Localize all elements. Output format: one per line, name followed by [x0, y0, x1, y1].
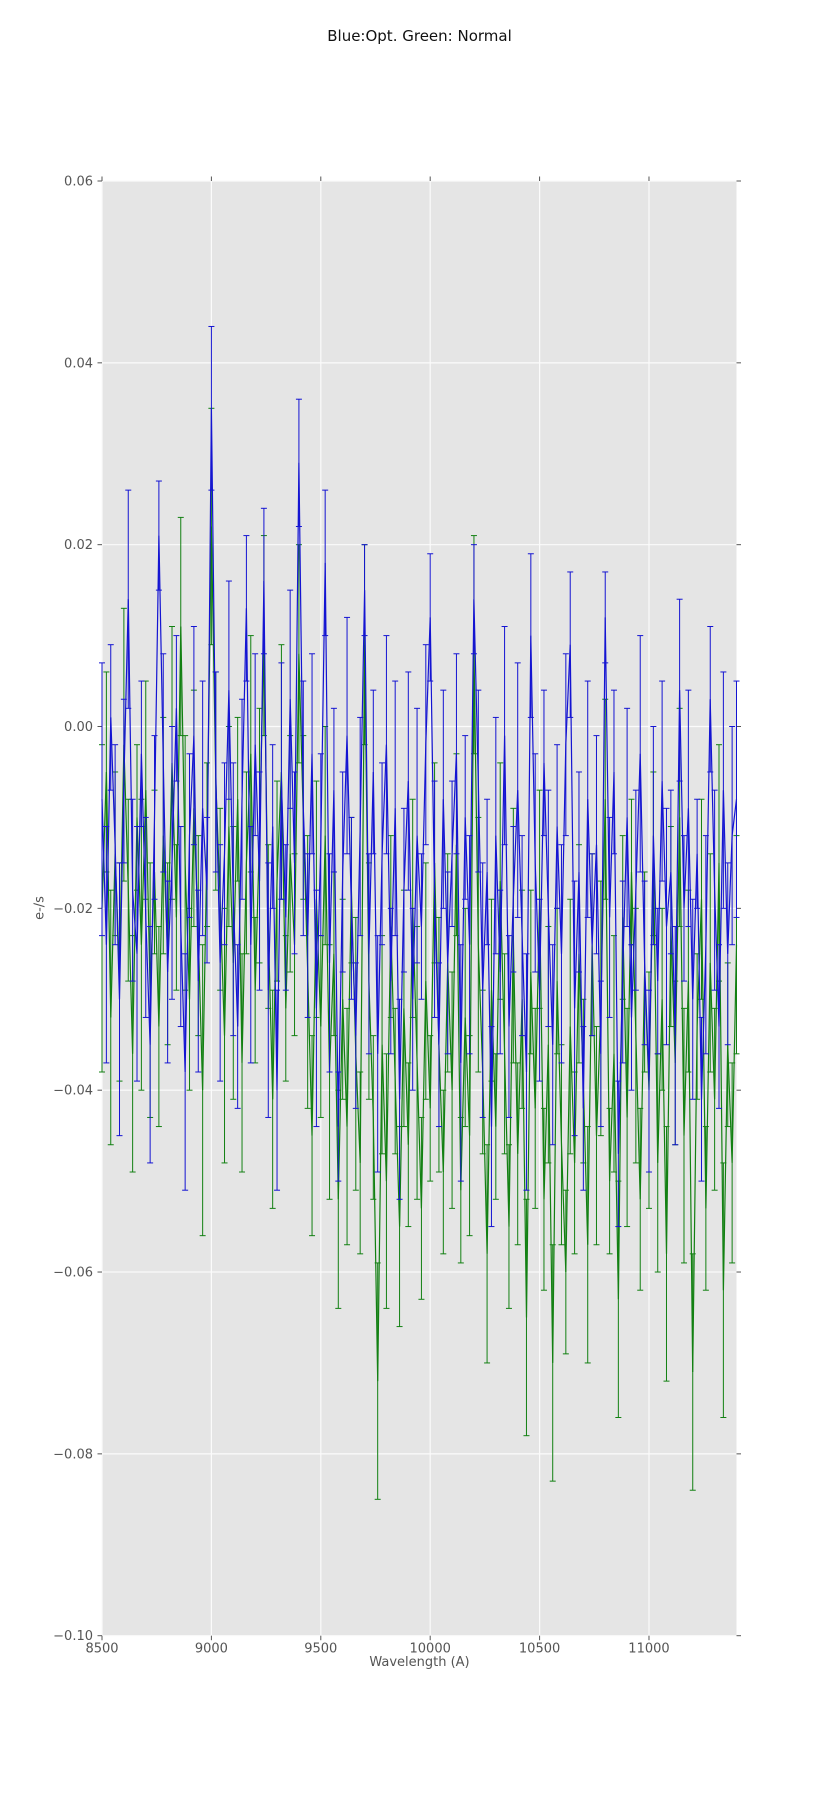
x-tick-label: 10000	[410, 1642, 451, 1657]
tick-marks	[97, 176, 741, 1641]
chart-title: Blue:Opt. Green: Normal	[327, 27, 512, 45]
x-tick-label: 8500	[85, 1642, 118, 1657]
y-axis-label: e-/s	[32, 896, 48, 920]
x-tick-label: 9500	[304, 1642, 337, 1657]
y-tick-label: −0.04	[53, 1084, 93, 1099]
y-tick-label: −0.08	[53, 1447, 93, 1462]
y-tick-label: −0.06	[53, 1266, 93, 1281]
y-tick-label: 0.02	[64, 538, 93, 553]
series-line	[101, 408, 738, 1154]
x-tick-label: 10500	[519, 1642, 560, 1657]
series-opt	[99, 325, 740, 1228]
x-axis-label: Wavelength (A)	[369, 1655, 470, 1670]
y-tick-label: 0.04	[64, 356, 93, 371]
y-tick-label: 0.06	[64, 175, 93, 190]
y-tick-label: −0.02	[53, 902, 93, 917]
x-tick-label: 11000	[628, 1642, 669, 1657]
x-tick-label: 9000	[195, 1642, 228, 1657]
y-tick-label: 0.00	[64, 720, 93, 735]
tick-labels: 8500 9000 9500 10000 10500 11000 0.06 0.04 0.02 0…	[53, 175, 670, 1657]
y-tick-label: −0.10	[53, 1629, 93, 1644]
